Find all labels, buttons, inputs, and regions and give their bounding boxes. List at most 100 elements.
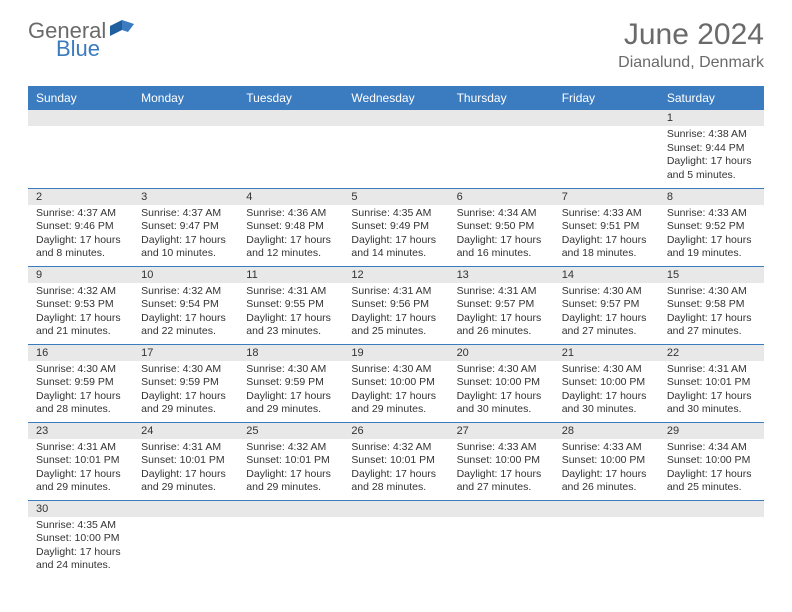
day-number: 29 [659,423,764,439]
daylight-text: Daylight: 17 hours and 21 minutes. [36,312,125,339]
day-number: 17 [133,345,238,361]
day-details: Sunrise: 4:31 AMSunset: 9:56 PMDaylight:… [343,283,448,344]
day-cell [343,500,448,578]
daylight-text: Daylight: 17 hours and 28 minutes. [36,390,125,417]
daylight-text: Daylight: 17 hours and 24 minutes. [36,546,125,573]
sunrise-text: Sunrise: 4:32 AM [351,441,440,455]
day-cell [449,110,554,188]
day-details: Sunrise: 4:30 AMSunset: 10:00 PMDaylight… [343,361,448,422]
sunset-text: Sunset: 10:00 PM [36,532,125,546]
day-details: Sunrise: 4:34 AMSunset: 9:50 PMDaylight:… [449,205,554,266]
day-number [133,501,238,517]
sunrise-text: Sunrise: 4:32 AM [246,441,335,455]
sunset-text: Sunset: 9:59 PM [141,376,230,390]
day-number [449,110,554,126]
day-details: Sunrise: 4:31 AMSunset: 10:01 PMDaylight… [28,439,133,500]
daylight-text: Daylight: 17 hours and 29 minutes. [246,390,335,417]
day-cell: 2Sunrise: 4:37 AMSunset: 9:46 PMDaylight… [28,188,133,266]
sunset-text: Sunset: 9:55 PM [246,298,335,312]
day-cell: 4Sunrise: 4:36 AMSunset: 9:48 PMDaylight… [238,188,343,266]
daylight-text: Daylight: 17 hours and 12 minutes. [246,234,335,261]
day-number: 3 [133,189,238,205]
daylight-text: Daylight: 17 hours and 10 minutes. [141,234,230,261]
sunset-text: Sunset: 10:00 PM [562,454,651,468]
day-number: 13 [449,267,554,283]
sunrise-text: Sunrise: 4:30 AM [562,285,651,299]
weekday-monday: Monday [133,86,238,110]
daylight-text: Daylight: 17 hours and 27 minutes. [457,468,546,495]
day-number [238,110,343,126]
day-cell [133,110,238,188]
daylight-text: Daylight: 17 hours and 5 minutes. [667,155,756,182]
day-cell: 20Sunrise: 4:30 AMSunset: 10:00 PMDaylig… [449,344,554,422]
sunset-text: Sunset: 9:56 PM [351,298,440,312]
day-cell [28,110,133,188]
day-number: 19 [343,345,448,361]
day-cell: 27Sunrise: 4:33 AMSunset: 10:00 PMDaylig… [449,422,554,500]
sunrise-text: Sunrise: 4:33 AM [457,441,546,455]
calendar-table: Sunday Monday Tuesday Wednesday Thursday… [28,86,764,578]
sunrise-text: Sunrise: 4:30 AM [562,363,651,377]
daylight-text: Daylight: 17 hours and 23 minutes. [246,312,335,339]
week-row: 16Sunrise: 4:30 AMSunset: 9:59 PMDayligh… [28,344,764,422]
day-cell: 8Sunrise: 4:33 AMSunset: 9:52 PMDaylight… [659,188,764,266]
day-details: Sunrise: 4:32 AMSunset: 9:54 PMDaylight:… [133,283,238,344]
day-number: 2 [28,189,133,205]
day-details: Sunrise: 4:33 AMSunset: 9:51 PMDaylight:… [554,205,659,266]
daylight-text: Daylight: 17 hours and 27 minutes. [667,312,756,339]
day-details: Sunrise: 4:33 AMSunset: 10:00 PMDaylight… [449,439,554,500]
logo-text-blue: Blue [56,36,100,62]
day-cell: 5Sunrise: 4:35 AMSunset: 9:49 PMDaylight… [343,188,448,266]
day-number [659,501,764,517]
daylight-text: Daylight: 17 hours and 29 minutes. [141,468,230,495]
day-number [343,110,448,126]
day-cell: 16Sunrise: 4:30 AMSunset: 9:59 PMDayligh… [28,344,133,422]
day-details: Sunrise: 4:33 AMSunset: 10:00 PMDaylight… [554,439,659,500]
flag-icon [110,20,134,43]
weekday-tuesday: Tuesday [238,86,343,110]
daylight-text: Daylight: 17 hours and 26 minutes. [457,312,546,339]
day-number [554,501,659,517]
day-number: 4 [238,189,343,205]
sunrise-text: Sunrise: 4:31 AM [36,441,125,455]
day-number: 1 [659,110,764,126]
sunset-text: Sunset: 9:44 PM [667,142,756,156]
sunset-text: Sunset: 9:58 PM [667,298,756,312]
month-title: June 2024 [618,18,764,52]
daylight-text: Daylight: 17 hours and 25 minutes. [667,468,756,495]
day-details: Sunrise: 4:35 AMSunset: 10:00 PMDaylight… [28,517,133,578]
day-number: 27 [449,423,554,439]
sunrise-text: Sunrise: 4:30 AM [457,363,546,377]
weekday-sunday: Sunday [28,86,133,110]
day-cell: 28Sunrise: 4:33 AMSunset: 10:00 PMDaylig… [554,422,659,500]
day-cell: 17Sunrise: 4:30 AMSunset: 9:59 PMDayligh… [133,344,238,422]
sunset-text: Sunset: 10:00 PM [351,376,440,390]
day-cell: 26Sunrise: 4:32 AMSunset: 10:01 PMDaylig… [343,422,448,500]
sunrise-text: Sunrise: 4:30 AM [141,363,230,377]
daylight-text: Daylight: 17 hours and 19 minutes. [667,234,756,261]
day-cell: 12Sunrise: 4:31 AMSunset: 9:56 PMDayligh… [343,266,448,344]
day-details: Sunrise: 4:37 AMSunset: 9:47 PMDaylight:… [133,205,238,266]
daylight-text: Daylight: 17 hours and 26 minutes. [562,468,651,495]
sunset-text: Sunset: 10:01 PM [36,454,125,468]
day-cell: 25Sunrise: 4:32 AMSunset: 10:01 PMDaylig… [238,422,343,500]
day-cell [238,110,343,188]
day-cell [343,110,448,188]
sunrise-text: Sunrise: 4:32 AM [141,285,230,299]
day-details: Sunrise: 4:32 AMSunset: 10:01 PMDaylight… [238,439,343,500]
day-cell: 9Sunrise: 4:32 AMSunset: 9:53 PMDaylight… [28,266,133,344]
day-cell: 29Sunrise: 4:34 AMSunset: 10:00 PMDaylig… [659,422,764,500]
sunset-text: Sunset: 9:59 PM [246,376,335,390]
sunrise-text: Sunrise: 4:33 AM [562,441,651,455]
day-number [133,110,238,126]
day-number [28,110,133,126]
day-number: 7 [554,189,659,205]
day-number: 16 [28,345,133,361]
sunset-text: Sunset: 9:51 PM [562,220,651,234]
day-number [343,501,448,517]
day-cell: 19Sunrise: 4:30 AMSunset: 10:00 PMDaylig… [343,344,448,422]
sunrise-text: Sunrise: 4:31 AM [457,285,546,299]
day-number: 23 [28,423,133,439]
daylight-text: Daylight: 17 hours and 8 minutes. [36,234,125,261]
day-number: 28 [554,423,659,439]
